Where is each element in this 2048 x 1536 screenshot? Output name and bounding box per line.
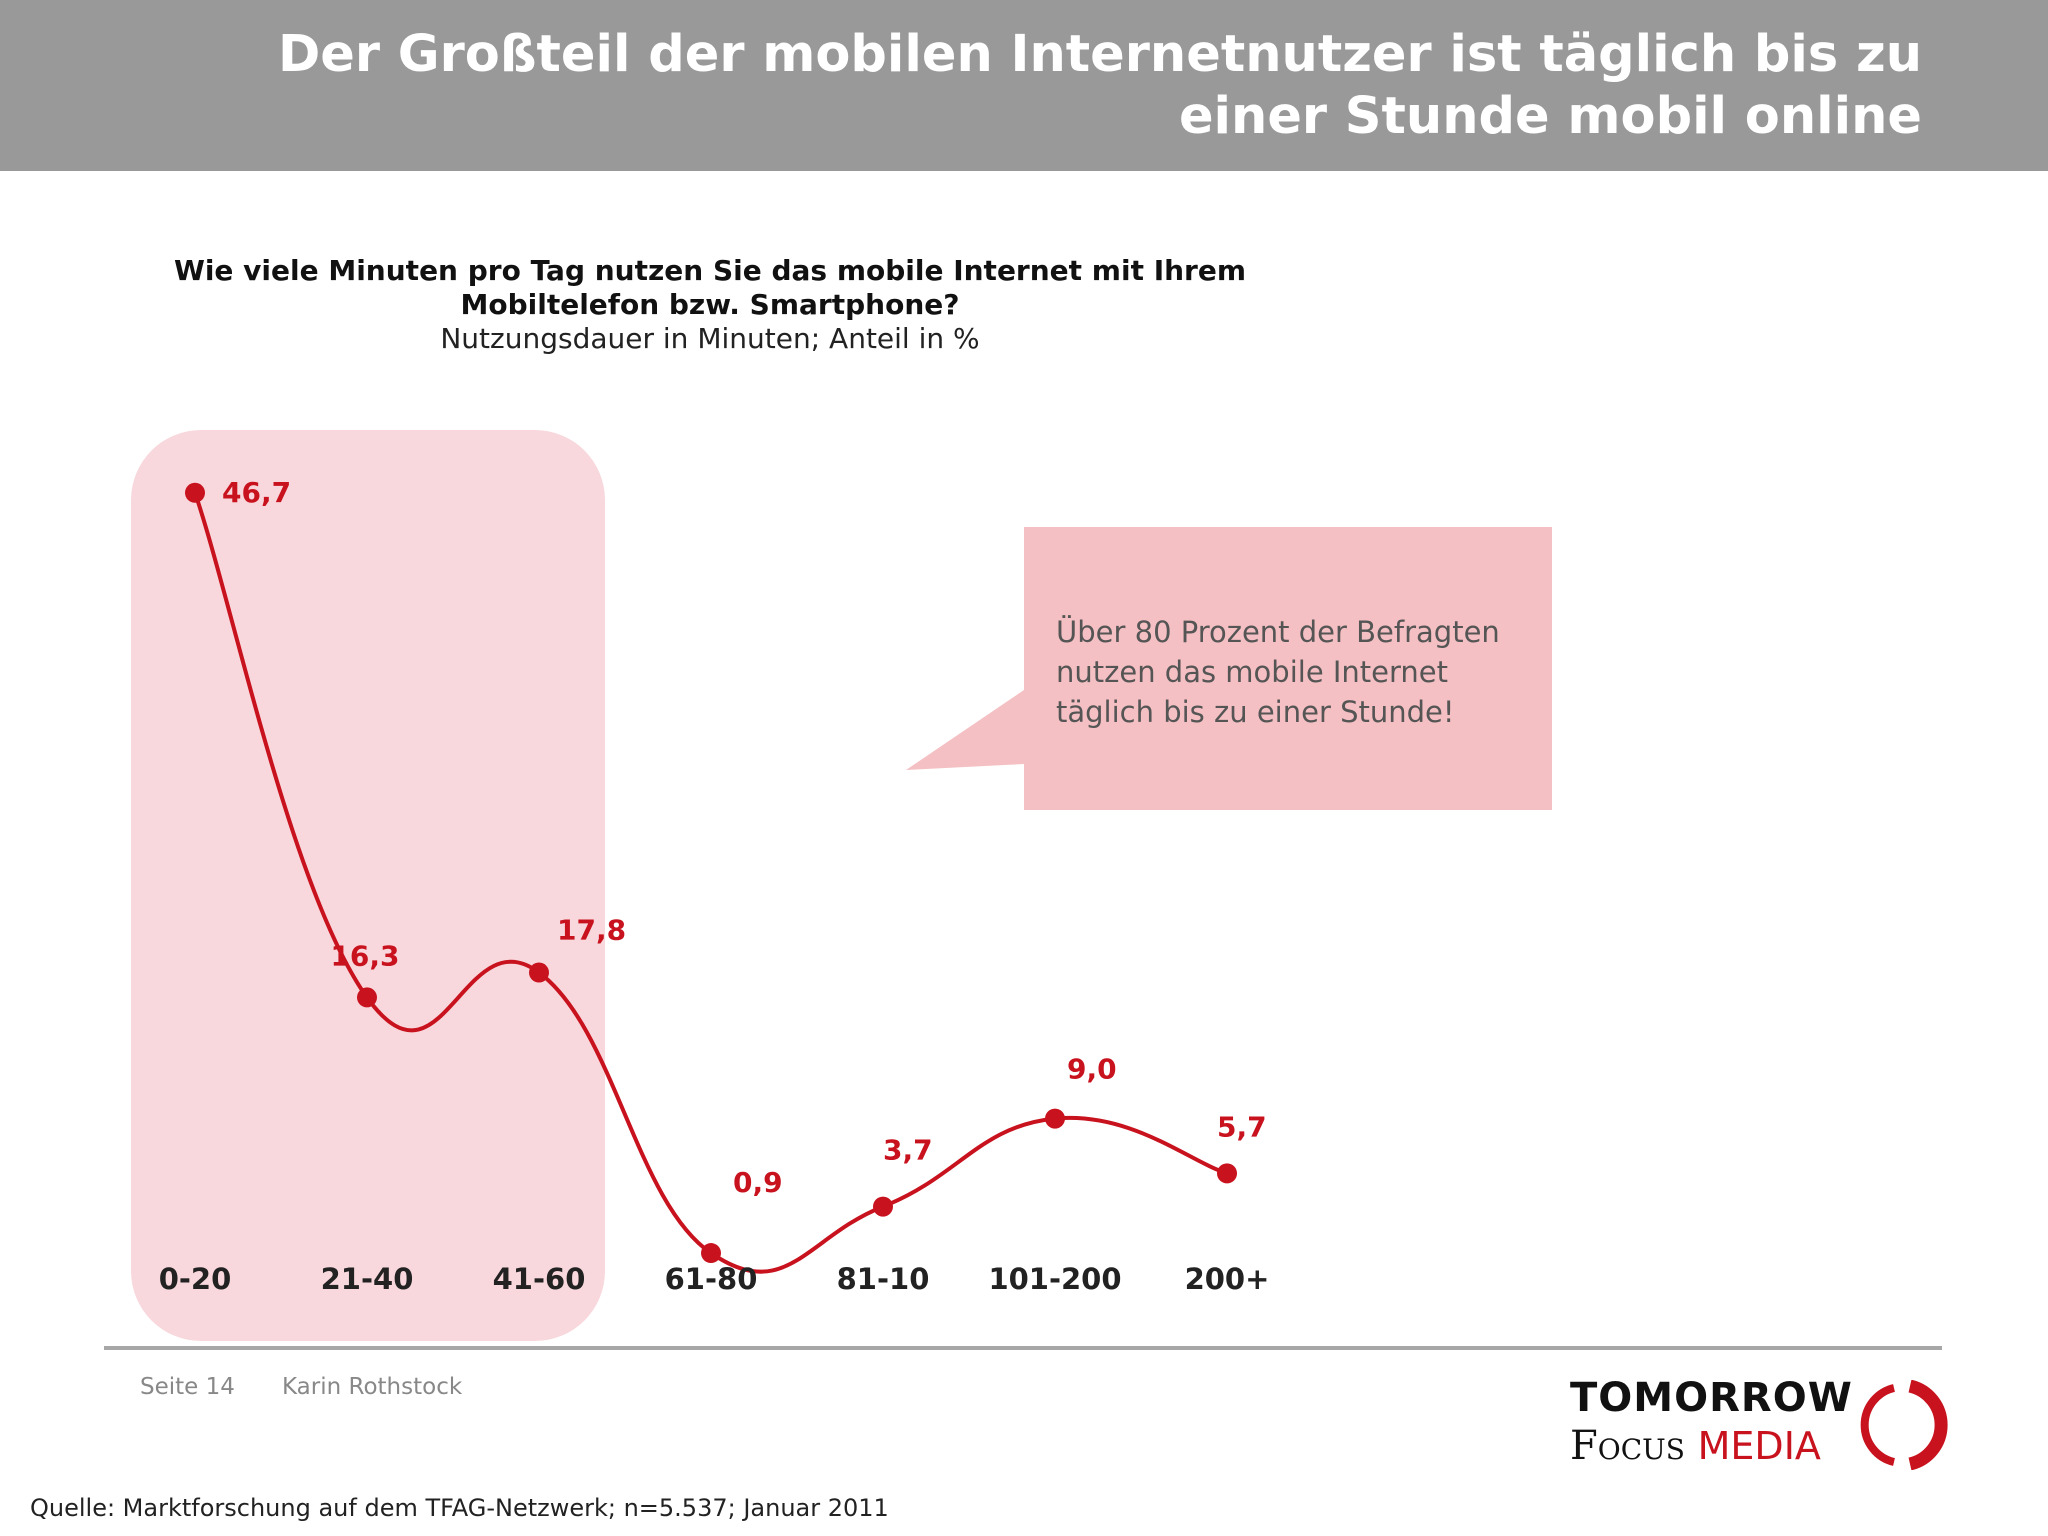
company-logo: TOMORROW Focus MEDIA	[1568, 1374, 1968, 1474]
chart-question: Wie viele Minuten pro Tag nutzen Sie das…	[110, 254, 1310, 356]
page-title: Der Großteil der mobilen Internetnutzer …	[122, 24, 1922, 148]
x-tick-label-21-40: 21-40	[321, 1262, 414, 1296]
callout-line-3: täglich bis zu einer Stunde!	[1056, 695, 1455, 729]
data-label-0-20: 46,7	[222, 476, 291, 509]
data-point-81-10	[873, 1196, 893, 1217]
question-line-1: Wie viele Minuten pro Tag nutzen Sie das…	[173, 254, 1247, 287]
data-label-81-10: 3,7	[883, 1134, 933, 1167]
logo-focus-text: Focus	[1570, 1423, 1685, 1469]
logo-mark-icon	[1860, 1380, 1948, 1470]
x-tick-label-101-200: 101-200	[988, 1262, 1121, 1296]
callout-tail	[906, 690, 1024, 770]
x-tick-label-0-20: 0-20	[159, 1262, 232, 1296]
callout-box	[1024, 527, 1552, 810]
data-point-61-80	[701, 1243, 721, 1264]
x-tick-label-200+: 200+	[1185, 1262, 1270, 1296]
line-chart: 46,7 0-20 16,3 21-40 17,8 41-60 0,9 61-80 3,7 81-…	[159, 476, 1270, 1296]
chart-subtitle: Nutzungsdauer in Minuten; Anteil in %	[440, 322, 980, 355]
data-point-41-60	[529, 962, 549, 983]
question-line-2: Mobiltelefon bzw. Smartphone?	[460, 288, 960, 321]
footer-divider	[104, 1346, 1942, 1350]
x-tick-label-61-80: 61-80	[665, 1262, 758, 1296]
data-point-0-20	[185, 482, 205, 503]
author-name: Karin Rothstock	[282, 1374, 463, 1400]
header-bar: Der Großteil der mobilen Internetnutzer …	[0, 0, 2048, 171]
data-label-101-200: 9,0	[1067, 1053, 1117, 1086]
logo-media-text: MEDIA	[1697, 1424, 1821, 1468]
page-number: Seite 14	[140, 1374, 235, 1400]
callout-line-1: Über 80 Prozent der Befragten	[1056, 615, 1500, 649]
data-point-101-200	[1045, 1108, 1065, 1129]
page-title-line-2: einer Stunde mobil online	[1178, 87, 1922, 146]
callout-text: Über 80 Prozent der Befragten nutzen das…	[1056, 612, 1526, 732]
data-point-21-40	[357, 987, 377, 1008]
data-label-41-60: 17,8	[557, 914, 626, 947]
data-label-61-80: 0,9	[733, 1166, 783, 1199]
source-note: Quelle: Marktforschung auf dem TFAG-Netz…	[30, 1494, 889, 1522]
data-point-200+	[1217, 1163, 1237, 1184]
x-tick-label-81-10: 81-10	[837, 1262, 930, 1296]
data-label-21-40: 16,3	[330, 939, 399, 972]
x-tick-label-41-60: 41-60	[493, 1262, 586, 1296]
page-title-line-1: Der Großteil der mobilen Internetnutzer …	[277, 25, 1922, 84]
series-line	[193, 492, 1228, 1274]
highlight-region	[131, 430, 605, 1341]
logo-bottom-text: Focus MEDIA	[1570, 1424, 1821, 1468]
callout-line-2: nutzen das mobile Internet	[1056, 655, 1449, 689]
data-label-200+: 5,7	[1217, 1110, 1267, 1143]
logo-top-text: TOMORROW	[1570, 1375, 1853, 1421]
